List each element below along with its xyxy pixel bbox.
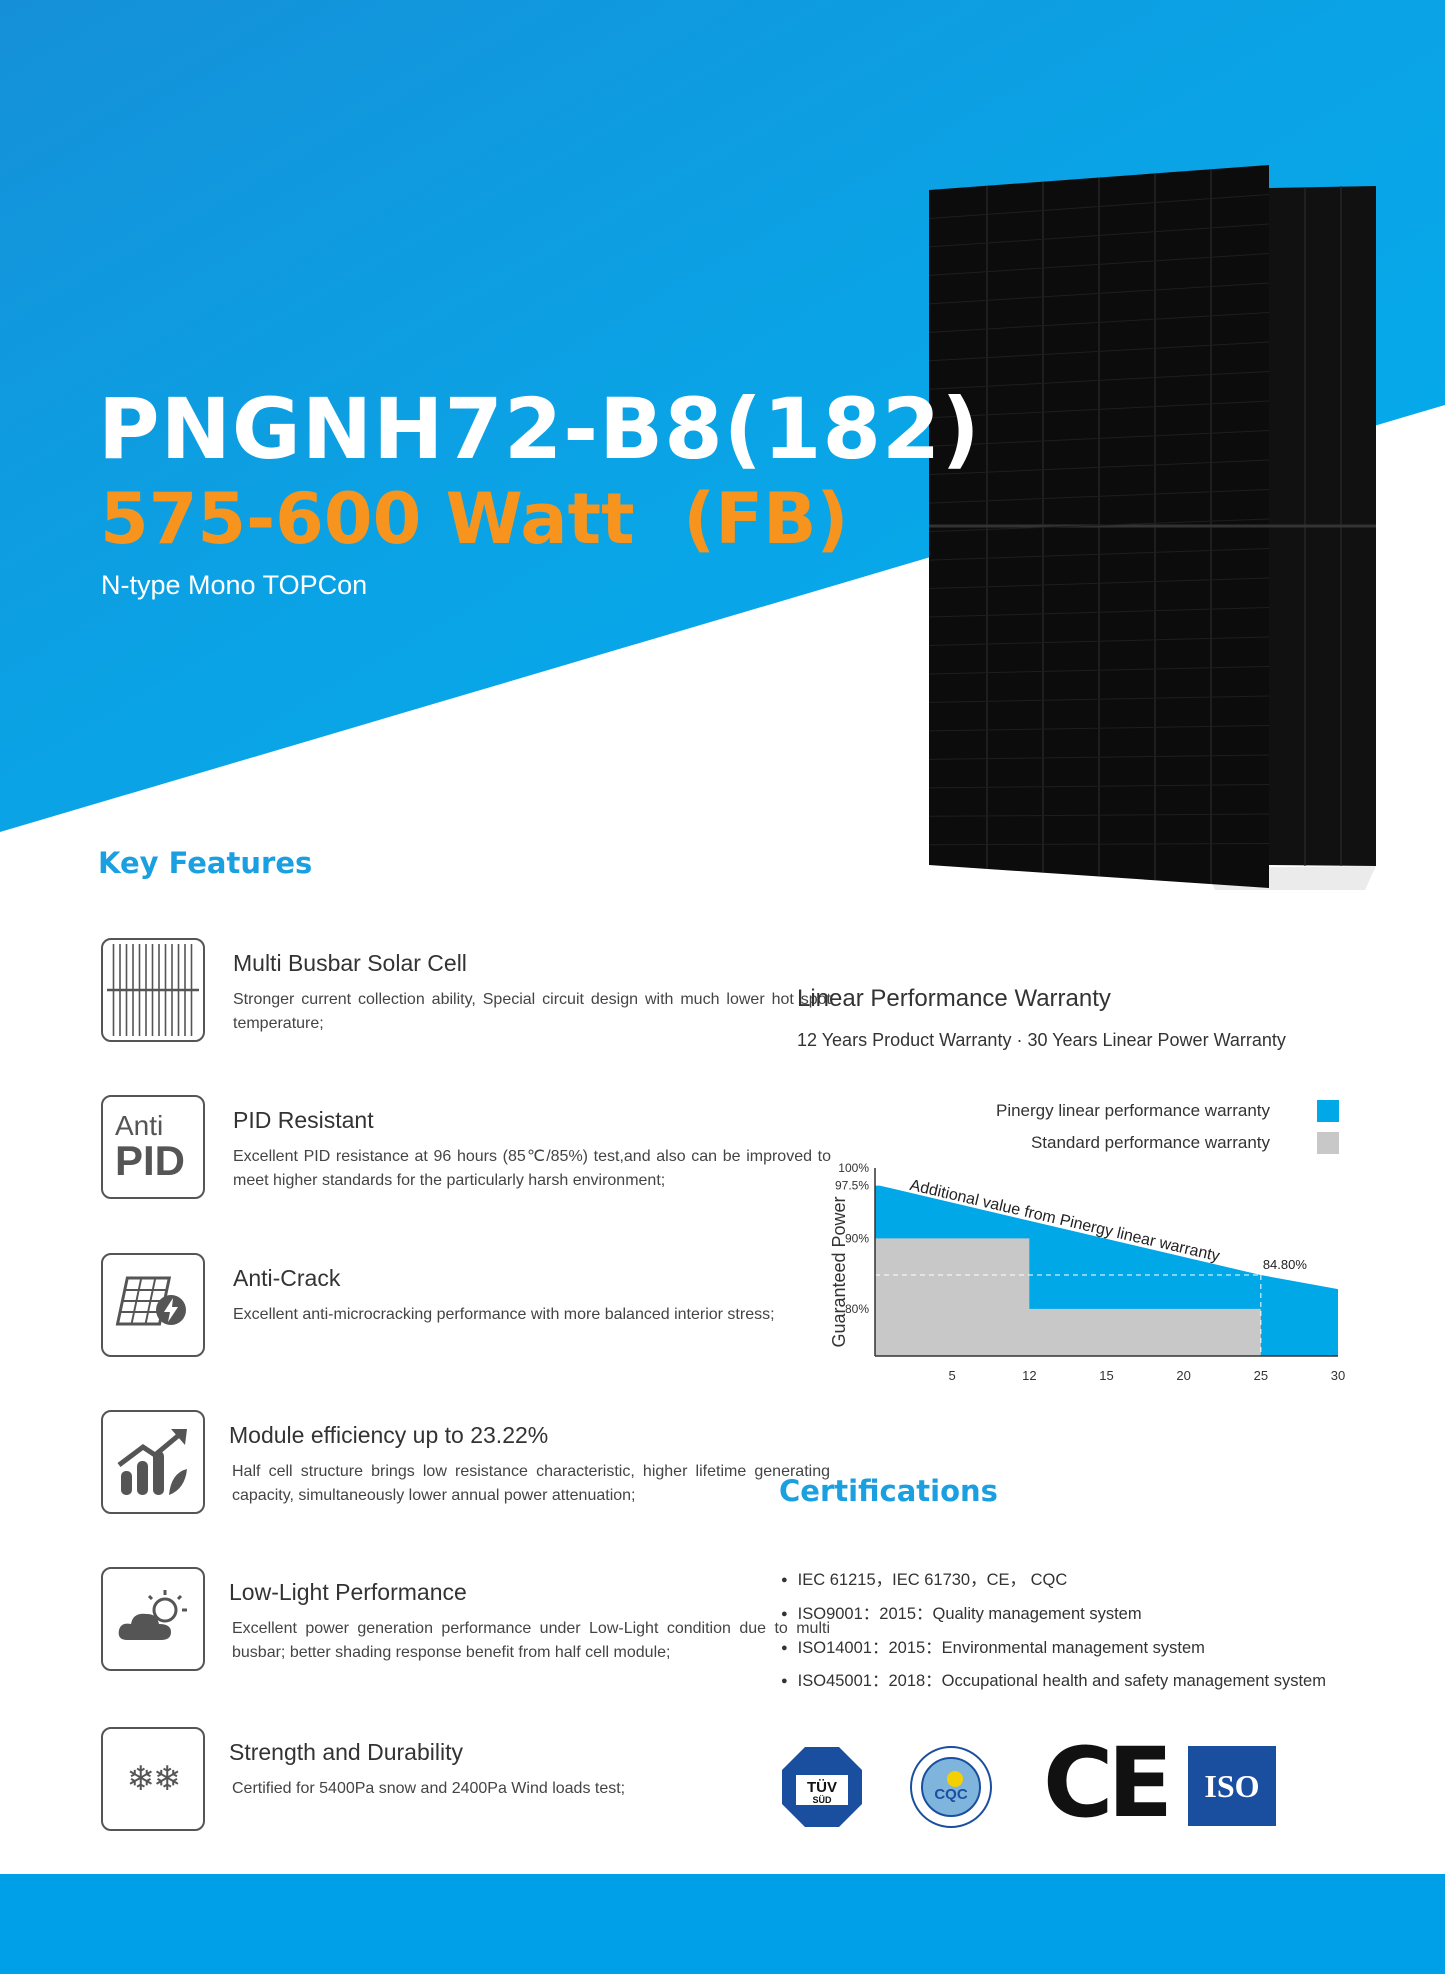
legend-swatch: [1317, 1132, 1339, 1154]
cqc-logo: CQC: [910, 1746, 992, 1828]
feature-title: Anti-Crack: [233, 1265, 341, 1291]
feature-text: Excellent PID resistance at 96 hours (85…: [233, 1148, 831, 1189]
efficiency-chart-icon: [101, 1410, 205, 1514]
y-tick-label: 97.5%: [835, 1179, 869, 1193]
x-tick-label: 12: [1022, 1368, 1036, 1383]
anti-pid-icon: Anti PID: [101, 1095, 205, 1199]
anti-pid-icon-text: PID: [115, 1137, 186, 1184]
x-tick-label: 30: [1331, 1368, 1345, 1383]
annotation-84-80: 84.80%: [1263, 1257, 1308, 1272]
feature-text: Excellent anti-microcracking performance…: [233, 1306, 775, 1323]
feature-text: Half cell structure brings low resistanc…: [232, 1463, 830, 1504]
product-model-title: PNGNH72-B8(182): [98, 380, 981, 478]
anti-crack-icon: [101, 1253, 205, 1357]
x-tick-label: 5: [949, 1368, 956, 1383]
certification-item: ISO9001：2015：Quality management system: [781, 1600, 1142, 1624]
power-range: 575-600 Watt (FB): [100, 478, 849, 560]
feature-text: Excellent power generation performance u…: [232, 1620, 830, 1661]
x-tick-label: 20: [1176, 1368, 1190, 1383]
certification-item: IEC 61215，IEC 61730，CE， CQC: [781, 1566, 1068, 1590]
svg-text:TÜV: TÜV: [807, 1779, 837, 1796]
snowflake-wind-icon: ❄❄: [101, 1727, 205, 1831]
certifications-heading: Certifications: [779, 1474, 998, 1508]
y-axis-label: Guaranteed Power: [829, 1196, 849, 1347]
feature-title: Multi Busbar Solar Cell: [233, 950, 467, 976]
snowflake-icon: ❄❄: [126, 1760, 182, 1798]
feature-title: Strength and Durability: [229, 1739, 463, 1765]
ce-logo: CE: [1043, 1727, 1173, 1839]
svg-text:CQC: CQC: [934, 1786, 968, 1803]
x-tick-label: 15: [1099, 1368, 1113, 1383]
feature-title: PID Resistant: [233, 1107, 374, 1133]
warranty-chart: 100% 97.5% 90% 80% 5 12 15 20 25 30 Guaranteed Pow…: [829, 1100, 1345, 1383]
legend-label: Pinergy linear performance warranty: [996, 1101, 1271, 1120]
y-tick-label: 100%: [838, 1161, 869, 1175]
key-features-heading: Key Features: [98, 846, 313, 880]
y-tick-label: 90%: [845, 1231, 869, 1245]
product-subtitle: N-type Mono TOPCon: [101, 570, 368, 600]
iso-logo: ISO: [1188, 1746, 1276, 1826]
multi-busbar-cell-icon: [101, 938, 205, 1042]
feature-title: Low-Light Performance: [229, 1579, 467, 1605]
legend-label: Standard performance warranty: [1031, 1133, 1271, 1152]
warranty-title: Linear Performance Warranty: [797, 985, 1111, 1012]
x-tick-label: 25: [1254, 1368, 1268, 1383]
svg-text:SÜD: SÜD: [812, 1795, 832, 1805]
tuv-sud-logo: TÜV SÜD: [782, 1747, 862, 1827]
certification-item: ISO45001：2018：Occupational health and sa…: [781, 1667, 1326, 1691]
legend-swatch: [1317, 1100, 1339, 1122]
footer-band: [0, 1874, 1445, 1974]
anti-pid-icon-text: Anti: [115, 1110, 164, 1141]
series-standard-area: [875, 1238, 1261, 1356]
solar-panel-image: [928, 165, 1376, 890]
warranty-subtitle: 12 Years Product Warranty · 30 Years Lin…: [797, 1030, 1286, 1050]
certification-item: ISO14001：2015：Environmental management s…: [781, 1634, 1205, 1658]
feature-text: Stronger current collection ability, Spe…: [233, 991, 831, 1032]
y-tick-label: 80%: [845, 1302, 869, 1316]
feature-title: Module efficiency up to 23.22%: [229, 1422, 549, 1448]
low-light-cloud-sun-icon: [101, 1567, 205, 1671]
feature-text: Certified for 5400Pa snow and 2400Pa Win…: [232, 1780, 626, 1797]
